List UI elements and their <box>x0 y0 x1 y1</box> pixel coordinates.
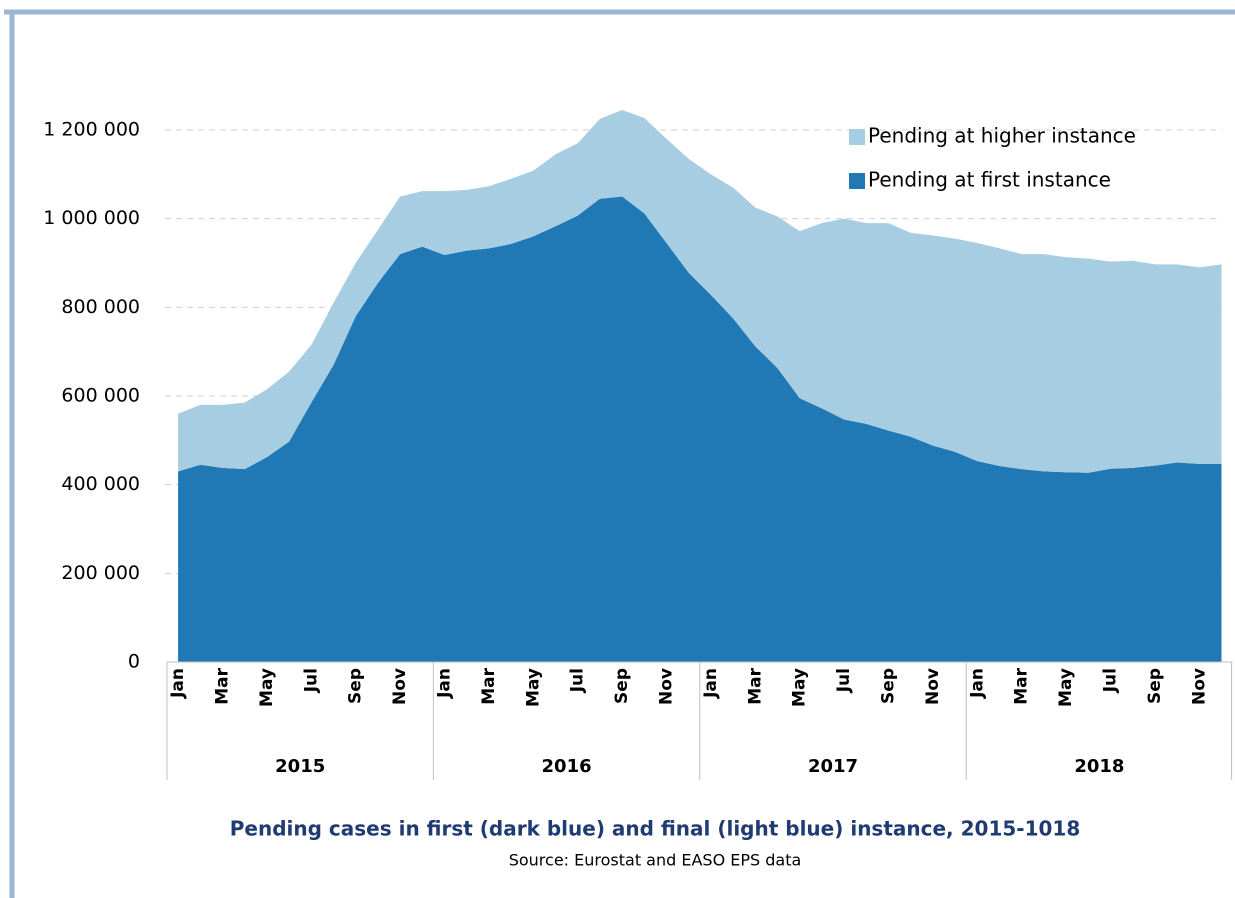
y-tick-label: 200 000 <box>61 562 140 584</box>
year-label: 2017 <box>808 756 858 777</box>
y-tick-label: 0 <box>128 651 140 673</box>
x-tick-label: Sep <box>612 668 632 704</box>
legend-label: Pending at higher instance <box>868 124 1136 148</box>
x-tick-label: Jan <box>967 668 987 699</box>
y-tick-label: 600 000 <box>61 385 140 407</box>
x-tick-label: Mar <box>1012 667 1032 704</box>
chart-subtitle: Source: Eurostat and EASO EPS data <box>509 851 802 870</box>
x-tick-label: Nov <box>923 668 943 705</box>
y-tick-label: 1 200 000 <box>43 119 140 141</box>
year-label: 2015 <box>275 756 325 777</box>
x-tick-label: Nov <box>657 668 677 705</box>
chart-title: Pending cases in first (dark blue) and f… <box>230 817 1080 841</box>
x-tick-label: Jul <box>834 668 854 693</box>
x-tick-label: Jan <box>701 668 721 699</box>
x-tick-label: Nov <box>1189 668 1209 705</box>
y-tick-label: 400 000 <box>61 473 140 495</box>
legend-swatch <box>849 129 865 145</box>
x-tick-label: Mar <box>745 667 765 704</box>
x-tick-label: Jan <box>435 668 455 699</box>
x-tick-label: Jul <box>301 668 321 693</box>
y-tick-label: 800 000 <box>61 296 140 318</box>
x-tick-label: May <box>523 668 543 707</box>
legend-swatch <box>849 173 865 189</box>
y-tick-label: 1 000 000 <box>43 207 140 229</box>
legend-label: Pending at first instance <box>868 168 1111 192</box>
x-tick-label: May <box>257 668 277 707</box>
x-tick-label: Nov <box>390 668 410 705</box>
area <box>178 196 1222 662</box>
x-tick-label: Jan <box>168 668 188 699</box>
x-tick-label: May <box>790 668 810 707</box>
year-label: 2016 <box>542 756 592 777</box>
area <box>178 110 1222 473</box>
x-tick-label: May <box>1056 668 1076 707</box>
x-tick-label: Sep <box>1145 668 1165 704</box>
year-label: 2018 <box>1074 756 1124 777</box>
x-tick-label: Sep <box>346 668 366 704</box>
x-tick-label: Mar <box>213 667 233 704</box>
x-tick-label: Jul <box>1101 668 1121 693</box>
x-tick-label: Mar <box>479 667 499 704</box>
x-tick-label: Sep <box>879 668 899 704</box>
x-tick-label: Jul <box>568 668 588 693</box>
